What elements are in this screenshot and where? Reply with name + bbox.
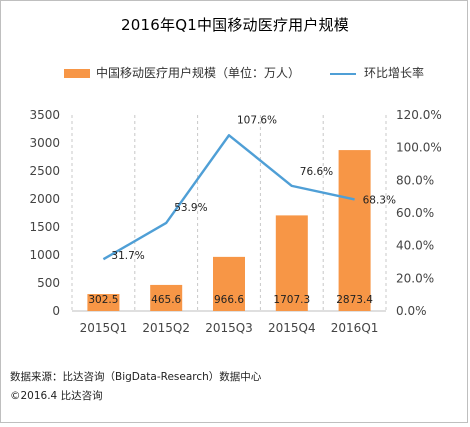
legend-bar-swatch <box>64 69 90 78</box>
line-value-label: 31.7% <box>111 250 144 262</box>
y-right-tick-label: 80.0% <box>396 173 434 187</box>
y-right-tick-label: 40.0% <box>396 239 434 253</box>
bar-value-label: 302.5 <box>88 294 118 306</box>
y-right-tick-label: 0.0% <box>396 304 427 318</box>
line-value-label: 68.3% <box>363 194 396 206</box>
y-left-tick-label: 500 <box>37 276 60 290</box>
y-right-tick-label: 120.0% <box>396 108 442 122</box>
y-left-tick-label: 2000 <box>29 192 60 206</box>
y-left-tick-label: 3000 <box>29 136 60 150</box>
bar <box>150 284 183 311</box>
y-left-tick-label: 0 <box>52 304 60 318</box>
bar <box>275 215 308 311</box>
bar-value-label: 1707.3 <box>273 294 310 306</box>
line-value-label: 76.6% <box>300 166 333 178</box>
line-value-label: 107.6% <box>237 114 277 126</box>
x-tick-label: 2015Q4 <box>268 321 316 335</box>
y-right-tick-label: 60.0% <box>396 206 434 220</box>
x-tick-label: 2015Q3 <box>205 321 253 335</box>
legend-line-label: 环比增长率 <box>364 66 425 80</box>
legend-line-swatch <box>330 72 356 75</box>
bar <box>87 294 120 311</box>
line-value-label: 53.9% <box>174 202 207 214</box>
growth-line <box>102 134 355 261</box>
bar-value-label: 465.6 <box>151 294 181 306</box>
y-right-tick-label: 20.0% <box>396 271 434 285</box>
bar <box>338 150 371 311</box>
x-tick-label: 2015Q2 <box>142 321 190 335</box>
bar <box>213 256 245 311</box>
x-tick-label: 2015Q1 <box>80 321 128 335</box>
y-left-tick-label: 1000 <box>29 248 60 262</box>
y-left-tick-label: 3500 <box>29 108 60 122</box>
x-tick-label: 2016Q1 <box>331 321 379 335</box>
chart-title: 2016年Q1中国移动医疗用户规模 <box>121 16 349 34</box>
legend-item-bar: 中国移动医疗用户规模（单位：万人） <box>64 64 300 81</box>
legend-bar-label: 中国移动医疗用户规模（单位：万人） <box>96 66 301 80</box>
y-right-tick-label: 100.0% <box>396 141 442 155</box>
bar-value-label: 2873.4 <box>336 294 373 306</box>
footer-copyright: ©2016.4 比达咨询 <box>10 390 103 402</box>
legend-item-line: 环比增长率 <box>330 64 424 81</box>
bar-value-label: 966.6 <box>214 294 244 306</box>
y-left-tick-label: 1500 <box>29 220 60 234</box>
y-left-tick-label: 2500 <box>29 164 60 178</box>
footer-source: 数据来源：比达咨询（BigData-Research）数据中心 <box>10 371 262 383</box>
